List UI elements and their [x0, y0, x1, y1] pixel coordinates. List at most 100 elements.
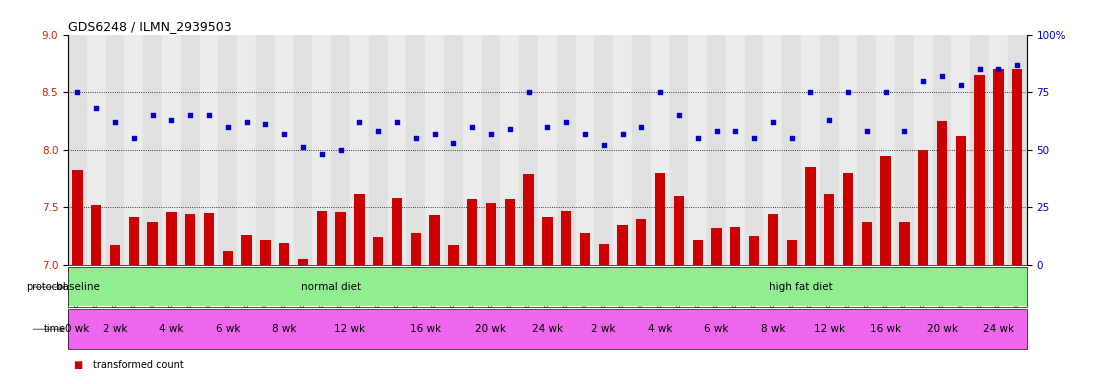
Text: transformed count: transformed count [93, 360, 184, 370]
Bar [557, 35, 575, 265]
Bar [693, 240, 703, 265]
Bar [91, 205, 101, 265]
Text: 8 wk: 8 wk [272, 324, 296, 334]
Bar [524, 174, 534, 265]
Bar [485, 203, 496, 265]
Text: 2 wk: 2 wk [103, 324, 127, 334]
Point [688, 135, 706, 141]
Text: 4 wk: 4 wk [159, 324, 183, 334]
Point [88, 105, 105, 111]
Text: time: time [44, 324, 66, 334]
FancyBboxPatch shape [914, 310, 971, 349]
Text: 16 wk: 16 wk [870, 324, 901, 334]
Text: 16 wk: 16 wk [410, 324, 440, 334]
Bar [388, 35, 406, 265]
FancyBboxPatch shape [143, 310, 200, 349]
Text: high fat diet: high fat diet [770, 282, 833, 292]
Bar [730, 227, 740, 265]
Bar [350, 35, 369, 265]
FancyBboxPatch shape [575, 268, 1027, 306]
Point [350, 119, 368, 125]
Text: 6 wk: 6 wk [704, 324, 729, 334]
FancyBboxPatch shape [68, 268, 87, 306]
Bar [820, 35, 839, 265]
Bar [651, 35, 670, 265]
Bar [744, 35, 763, 265]
Bar [594, 35, 613, 265]
FancyBboxPatch shape [462, 310, 519, 349]
FancyBboxPatch shape [575, 310, 632, 349]
Point [501, 126, 518, 132]
Point [558, 119, 575, 125]
Text: 8 wk: 8 wk [761, 324, 785, 334]
FancyBboxPatch shape [632, 310, 688, 349]
Bar [105, 35, 124, 265]
Point [463, 124, 481, 130]
Point [426, 131, 444, 137]
Point [727, 128, 744, 134]
Bar [482, 35, 501, 265]
Text: 6 wk: 6 wk [215, 324, 240, 334]
Point [238, 119, 256, 125]
Bar [955, 136, 966, 265]
Point [764, 119, 782, 125]
Bar [914, 35, 932, 265]
Bar [918, 150, 929, 265]
Point [369, 128, 386, 134]
Bar [994, 69, 1004, 265]
Bar [406, 35, 425, 265]
Text: 24 wk: 24 wk [531, 324, 563, 334]
Bar [128, 217, 139, 265]
Point [670, 112, 687, 118]
Bar [858, 35, 876, 265]
Bar [505, 199, 515, 265]
FancyBboxPatch shape [87, 268, 575, 306]
Bar [316, 211, 327, 265]
Point [125, 135, 143, 141]
Bar [670, 35, 688, 265]
Bar [87, 35, 105, 265]
Bar [598, 244, 609, 265]
Point [595, 142, 613, 148]
Bar [932, 35, 952, 265]
Bar [223, 251, 233, 265]
Bar [293, 35, 313, 265]
Point [877, 89, 895, 95]
Point [220, 124, 237, 130]
Point [482, 131, 500, 137]
Text: 12 wk: 12 wk [814, 324, 844, 334]
Bar [632, 35, 651, 265]
Point [820, 117, 838, 123]
FancyBboxPatch shape [971, 310, 1027, 349]
Bar [143, 35, 163, 265]
Bar [805, 167, 816, 265]
Bar [895, 35, 914, 265]
Bar [429, 215, 440, 265]
Bar [542, 217, 552, 265]
Bar [204, 213, 214, 265]
Bar [392, 198, 402, 265]
Point [802, 89, 819, 95]
Bar [279, 243, 290, 265]
Bar [313, 35, 332, 265]
Point [896, 128, 914, 134]
FancyBboxPatch shape [87, 310, 143, 349]
Text: 20 wk: 20 wk [475, 324, 506, 334]
Bar [561, 211, 571, 265]
Bar [971, 35, 989, 265]
Bar [444, 35, 462, 265]
Bar [617, 225, 628, 265]
Bar [674, 196, 684, 265]
Bar [862, 222, 872, 265]
Bar [242, 235, 251, 265]
FancyBboxPatch shape [313, 310, 388, 349]
Bar [782, 35, 802, 265]
Bar [688, 35, 707, 265]
Point [971, 66, 988, 72]
Point [746, 135, 763, 141]
Text: 20 wk: 20 wk [927, 324, 957, 334]
Point [107, 119, 124, 125]
Bar [876, 35, 895, 265]
Bar [355, 194, 365, 265]
Bar [411, 233, 421, 265]
